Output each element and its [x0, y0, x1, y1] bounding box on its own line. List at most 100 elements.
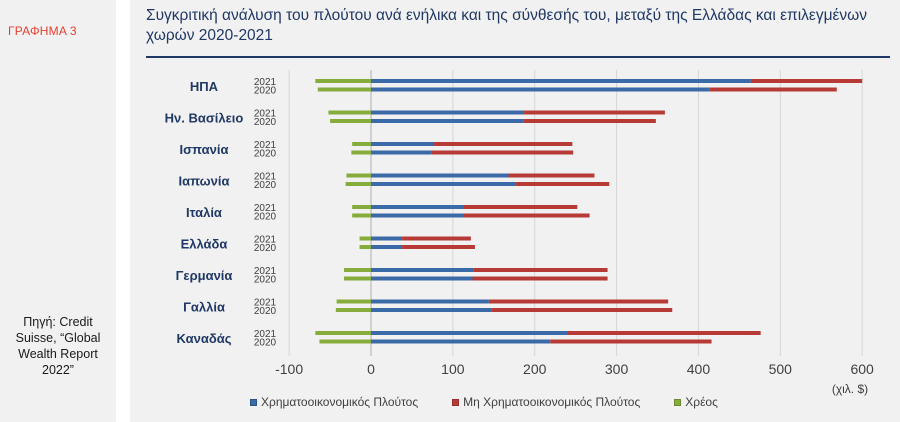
legend-label-debt: Χρέος [685, 395, 718, 409]
year-label: 2021 [254, 329, 277, 340]
year-label: 2021 [254, 109, 277, 120]
year-label: 2020 [254, 149, 277, 160]
bar-nonfinancial [709, 87, 837, 92]
legend-swatch-debt [674, 398, 682, 406]
x-tick-label: 300 [605, 361, 629, 377]
x-tick-label: 600 [850, 361, 874, 377]
bar-debt [359, 245, 371, 249]
bar-financial [371, 150, 432, 155]
bar-debt [319, 339, 371, 344]
country-label: Ιαπωνία [178, 174, 229, 189]
bar-debt [359, 236, 371, 241]
bar-nonfinancial [434, 142, 573, 146]
year-label: 2020 [254, 212, 277, 223]
bar-financial [371, 213, 464, 218]
bar-debt [315, 331, 371, 335]
bar-financial [371, 245, 403, 249]
bar-financial [371, 276, 473, 281]
bar-financial [371, 110, 525, 115]
x-unit-label: (χιλ. $) [832, 382, 868, 396]
bar-financial [371, 236, 403, 241]
year-label: 2021 [254, 203, 277, 214]
country-label: Ιταλία [186, 205, 222, 220]
bar-debt [345, 182, 371, 186]
bar-financial [371, 173, 509, 178]
legend-item-financial: Χρηματοοικονομικός Πλούτος [250, 395, 418, 409]
legend-item-debt: Χρέος [674, 395, 718, 409]
bar-nonfinancial [515, 182, 610, 186]
bar-nonfinancial [567, 331, 761, 335]
chart-legend: Χρηματοοικονομικός Πλούτος Μη Χρηματοοικ… [250, 394, 752, 410]
year-label: 2020 [254, 338, 277, 349]
bar-financial [371, 205, 464, 209]
country-label: Γαλλία [183, 300, 225, 315]
year-label: 2021 [254, 298, 277, 309]
bar-nonfinancial [550, 339, 712, 344]
x-tick-label: -100 [275, 361, 303, 377]
country-label: Γερμανία [176, 268, 233, 283]
country-label: Ελλάδα [181, 237, 228, 252]
year-label: 2020 [254, 180, 277, 191]
country-label: Καναδάς [177, 331, 232, 346]
bar-nonfinancial [750, 79, 863, 83]
legend-label-financial: Χρηματοοικονομικός Πλούτος [261, 395, 419, 409]
bar-debt [343, 276, 371, 281]
legend-swatch-nonfinancial [452, 398, 460, 406]
bar-financial [371, 87, 710, 92]
bar-debt [328, 110, 371, 115]
year-label: 2021 [254, 77, 277, 88]
bar-debt [352, 142, 371, 146]
legend-item-nonfinancial: Μη Χρηματοοικονομικός Πλούτος [452, 395, 640, 409]
panel-gap [116, 0, 130, 422]
bar-financial [371, 268, 474, 272]
chart-panel [130, 0, 900, 422]
bar-financial [371, 308, 492, 312]
x-tick-label: 200 [523, 361, 547, 377]
bar-nonfinancial [402, 245, 475, 249]
bar-nonfinancial [491, 308, 673, 312]
x-tick-label: 400 [687, 361, 711, 377]
bar-debt [315, 79, 371, 83]
year-label: 2021 [254, 266, 277, 277]
bar-nonfinancial [508, 173, 595, 178]
year-label: 2021 [254, 235, 277, 246]
legend-swatch-financial [250, 398, 257, 406]
bar-nonfinancial [523, 119, 656, 123]
country-label: Ην. Βασίλειο [165, 111, 244, 126]
bar-debt [352, 213, 371, 218]
bar-nonfinancial [431, 150, 574, 155]
bar-nonfinancial [524, 110, 665, 115]
bar-nonfinancial [463, 213, 590, 218]
year-label: 2021 [254, 172, 277, 183]
year-label: 2020 [254, 86, 277, 97]
bar-debt [317, 87, 371, 92]
year-label: 2020 [254, 117, 277, 128]
bar-nonfinancial [473, 268, 608, 272]
x-tick-label: 0 [367, 361, 375, 377]
bar-debt [351, 150, 371, 155]
bar-nonfinancial [463, 205, 578, 209]
bar-financial [371, 182, 516, 186]
x-tick-label: 100 [441, 361, 465, 377]
bar-debt [352, 205, 371, 209]
country-label: ΗΠΑ [190, 79, 219, 94]
year-label: 2020 [254, 306, 277, 317]
year-label: 2021 [254, 140, 277, 151]
bar-debt [335, 308, 371, 312]
bar-debt [330, 119, 371, 123]
bar-nonfinancial [402, 236, 471, 241]
bar-debt [336, 299, 371, 304]
bar-financial [371, 142, 435, 146]
bar-debt [343, 268, 371, 272]
bar-nonfinancial [488, 299, 669, 304]
source-note: Πηγή: Credit Suisse, “Global Wealth Repo… [15, 315, 101, 377]
country-label: Ισπανία [180, 142, 229, 157]
bar-financial [371, 79, 751, 83]
figure-label: ΓΡΑΦΗΜΑ 3 [8, 24, 77, 38]
bar-financial [371, 331, 568, 335]
bar-financial [371, 119, 524, 123]
sidebar-panel: ΓΡΑΦΗΜΑ 3 Πηγή: Credit Suisse, “Global W… [0, 0, 116, 422]
chart-title: Συγκριτική ανάλυση του πλούτου ανά ενήλι… [146, 7, 868, 44]
bar-nonfinancial [472, 276, 608, 281]
